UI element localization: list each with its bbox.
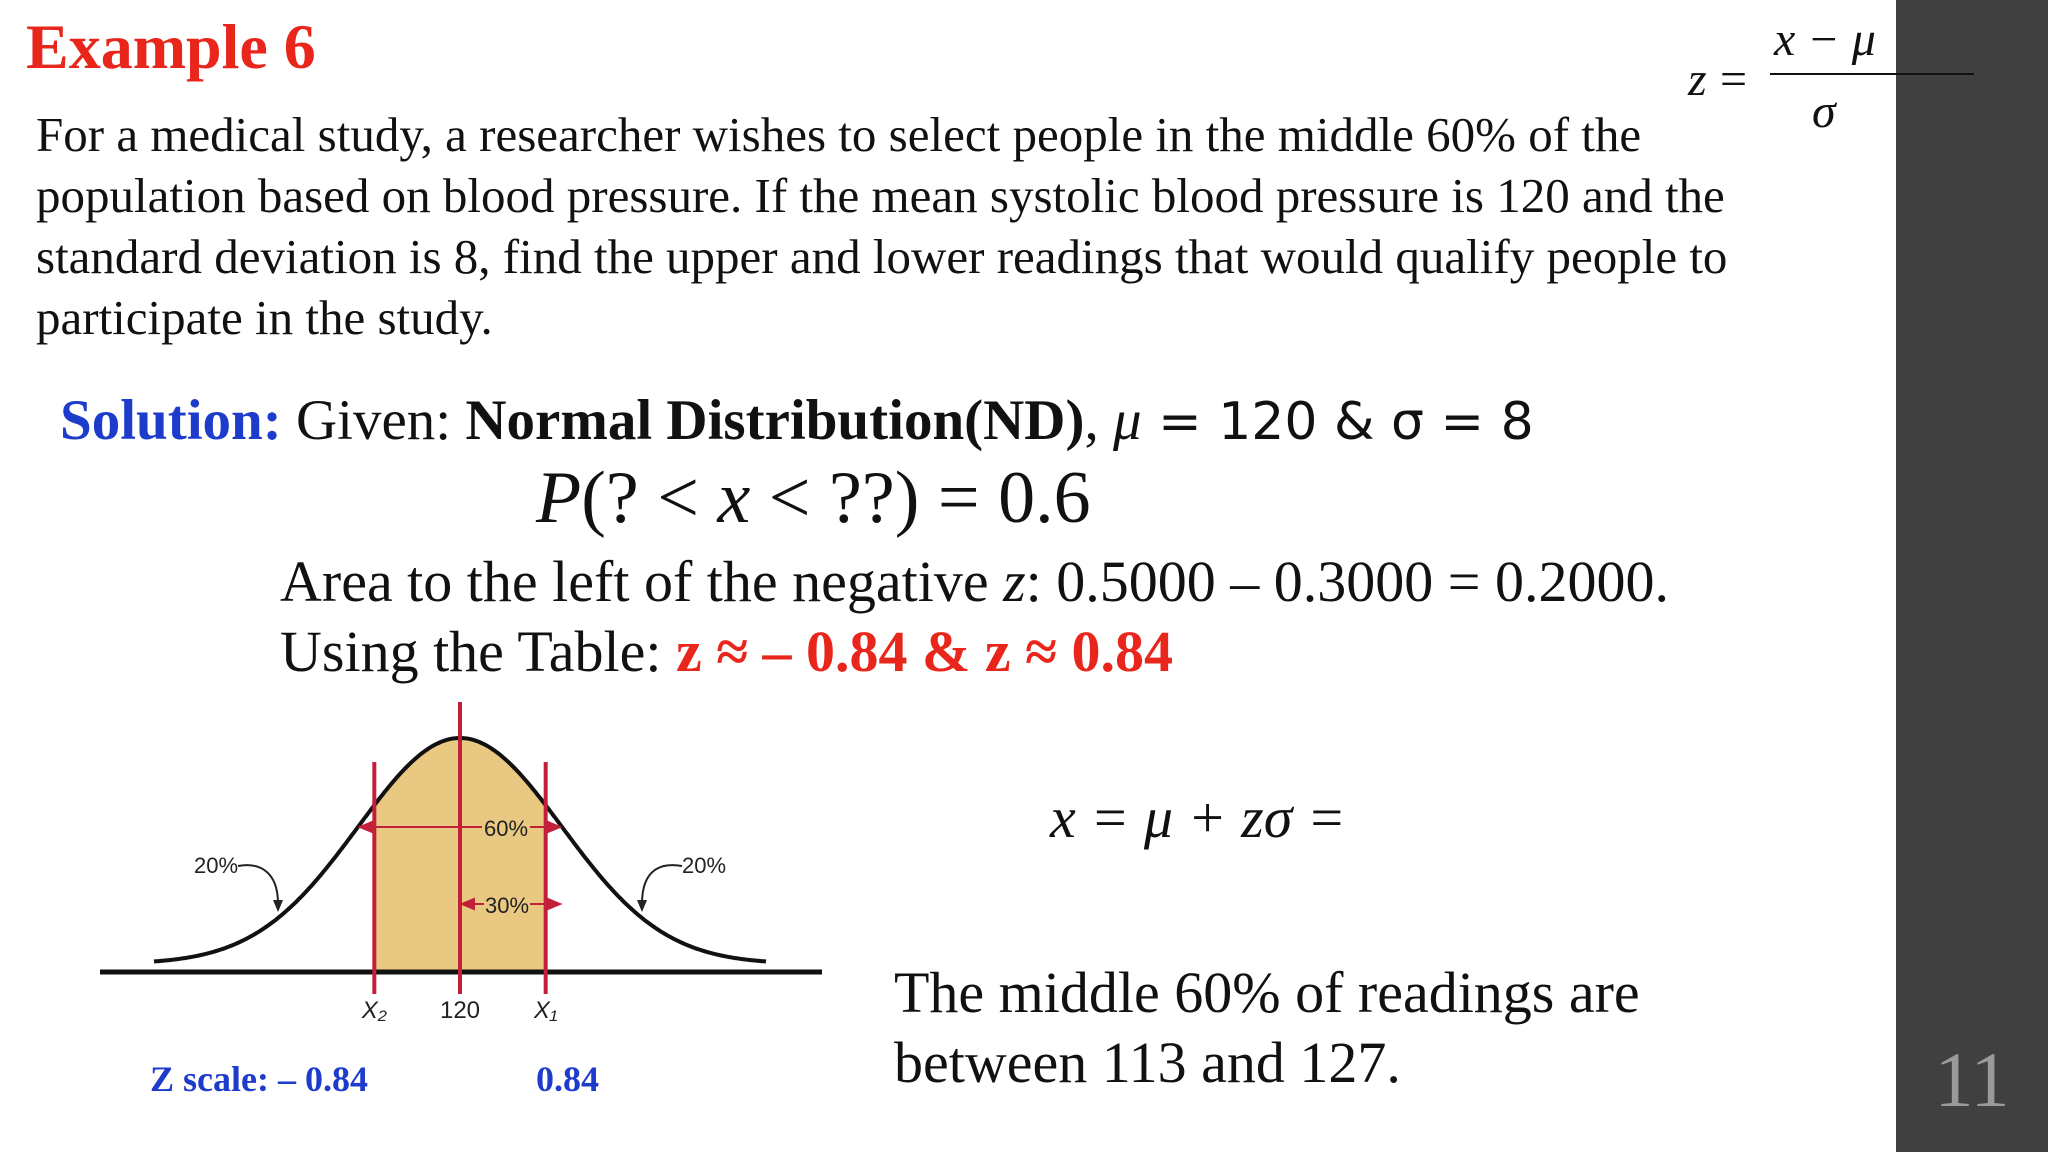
slide-sidebar: [1896, 0, 2048, 1152]
solution-mu: μ: [1112, 389, 1142, 452]
right-tail-pointer: [641, 864, 683, 905]
area-z: z: [1003, 549, 1026, 614]
z-formula-z: z: [1688, 53, 1707, 106]
conclusion-line: The middle 60% of readings are: [894, 960, 1640, 1025]
left-tail-pointer: [237, 864, 279, 905]
area-suffix: : 0.5000 – 0.3000 = 0.2000.: [1025, 549, 1669, 614]
z-formula-fraction-bar: [1770, 73, 1974, 75]
problem-line: population based on blood pressure. If t…: [36, 168, 1725, 223]
table-result: z ≈ – 0.84 & z ≈ 0.84: [675, 619, 1173, 684]
half-middle-percent-label: 30%: [485, 893, 529, 918]
slide-title: Example 6: [26, 11, 316, 82]
left-tail-label: 20%: [194, 853, 238, 878]
solution-params: = 120 & σ = 8: [1141, 392, 1534, 452]
solution-label: Solution:: [60, 389, 282, 452]
solution-comma: ,: [1084, 389, 1113, 452]
conclusion-line: between 113 and 127.: [894, 1030, 1401, 1095]
z-scale-right: 0.84: [536, 1059, 599, 1099]
left-tail-arrowhead: [273, 900, 283, 912]
z-formula-equals: =: [1720, 53, 1748, 106]
tick-label-mean: 120: [440, 997, 480, 1024]
solution-line: Solution: Given: Normal Distribution(ND)…: [60, 388, 1534, 453]
x-formula: x = μ + zσ =: [1050, 785, 1346, 850]
solution-distribution: Normal Distribution(ND): [465, 389, 1085, 452]
middle-percent-label: 60%: [484, 816, 528, 841]
area-calculation: Area to the left of the negative z: 0.50…: [280, 548, 1669, 615]
probability-p: P: [536, 457, 582, 539]
slide-number: 11: [1934, 1036, 2010, 1123]
z-formula-numerator: x − μ: [1774, 13, 1876, 66]
problem-line: For a medical study, a researcher wishes…: [36, 107, 1642, 162]
thirty-percent-arrow: [459, 897, 563, 911]
table-prefix: Using the Table:: [280, 619, 676, 684]
conclusion: The middle 60% of readings are between 1…: [894, 958, 1640, 1098]
problem-line: participate in the study.: [36, 290, 493, 345]
normal-curve-chart: 60% 30% 20% 20% X₂ 120 X₁: [100, 702, 822, 1024]
tick-label-x1: X₁: [533, 997, 558, 1024]
probability-statement: P(? < x < ??) = 0.6: [536, 456, 1091, 541]
tick-label-x2: X₂: [361, 997, 387, 1024]
z-scale-left: Z scale: – 0.84: [150, 1059, 368, 1099]
probability-close: < ??) = 0.6: [750, 457, 1091, 539]
probability-x: x: [717, 457, 751, 539]
table-lookup: Using the Table: z ≈ – 0.84 & z ≈ 0.84: [280, 618, 1173, 685]
problem-statement: For a medical study, a researcher wishes…: [36, 104, 1876, 348]
probability-open: (? <: [581, 457, 718, 539]
area-prefix: Area to the left of the negative: [280, 549, 1004, 614]
sixty-percent-arrow: [357, 820, 563, 834]
right-tail-label: 20%: [682, 853, 726, 878]
solution-given: Given:: [281, 389, 466, 452]
right-tail-arrowhead: [637, 900, 647, 912]
z-formula-denominator: σ: [1812, 85, 1836, 138]
problem-line: standard deviation is 8, find the upper …: [36, 229, 1728, 284]
